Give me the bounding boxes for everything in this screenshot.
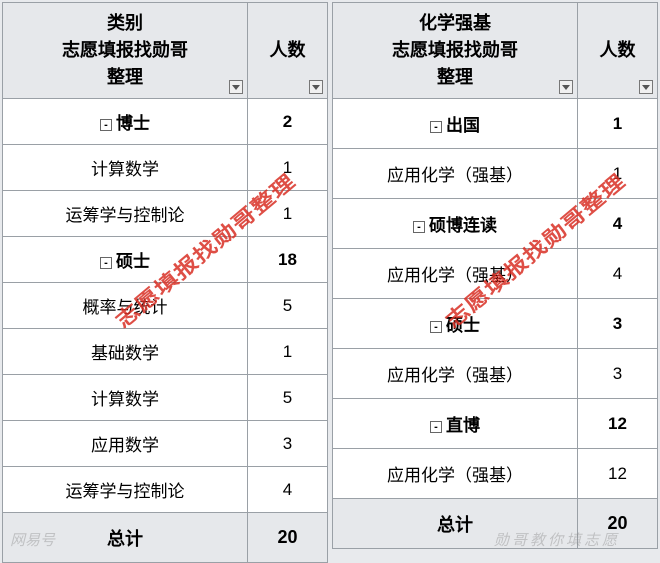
collapse-icon[interactable]: - (100, 119, 112, 131)
filter-icon[interactable] (559, 80, 573, 94)
left-panel: 类别志愿填报找勋哥整理 人数 -博士2计算数学1运筹学与控制论1-硕士18概率与… (2, 2, 328, 556)
row-label: -硕博连读 (333, 199, 578, 249)
row-label: 计算数学 (3, 145, 248, 191)
left-header-count: 人数 (248, 3, 328, 99)
collapse-icon[interactable]: - (430, 321, 442, 333)
row-count: 2 (248, 99, 328, 145)
row-label: 应用数学 (3, 421, 248, 467)
row-label: 基础数学 (3, 329, 248, 375)
table-row: -硕士3 (333, 299, 658, 349)
row-label: 运筹学与控制论 (3, 467, 248, 513)
row-label: -直博 (333, 399, 578, 449)
table-row: 运筹学与控制论4 (3, 467, 328, 513)
row-count: 1 (248, 145, 328, 191)
row-count: 3 (578, 299, 658, 349)
row-label: 概率与统计 (3, 283, 248, 329)
row-count: 1 (578, 99, 658, 149)
table-row: 应用数学3 (3, 421, 328, 467)
table-row: -直博12 (333, 399, 658, 449)
row-count: 5 (248, 375, 328, 421)
row-count: 1 (248, 329, 328, 375)
right-panel: 化学强基志愿填报找勋哥整理 人数 -出国1应用化学（强基）1-硕博连读4应用化学… (332, 2, 658, 556)
row-label: 应用化学（强基） (333, 449, 578, 499)
table-row: 应用化学（强基）4 (333, 249, 658, 299)
row-label: 运筹学与控制论 (3, 191, 248, 237)
header-cat-text: 类别志愿填报找勋哥整理 (62, 13, 188, 87)
left-header-category: 类别志愿填报找勋哥整理 (3, 3, 248, 99)
row-label: 应用化学（强基） (333, 249, 578, 299)
table-row: 概率与统计5 (3, 283, 328, 329)
collapse-icon[interactable]: - (430, 421, 442, 433)
table-row: 应用化学（强基）1 (333, 149, 658, 199)
right-header-count: 人数 (578, 3, 658, 99)
row-count: 3 (248, 421, 328, 467)
footer-source-right: 勋哥教你填志愿 (494, 529, 620, 550)
row-count: 4 (578, 199, 658, 249)
table-row: -硕博连读4 (333, 199, 658, 249)
collapse-icon[interactable]: - (430, 121, 442, 133)
right-header-category: 化学强基志愿填报找勋哥整理 (333, 3, 578, 99)
table-row: 运筹学与控制论1 (3, 191, 328, 237)
left-total-count: 20 (248, 513, 328, 563)
header-cat-text: 化学强基志愿填报找勋哥整理 (392, 13, 518, 87)
filter-icon[interactable] (639, 80, 653, 94)
row-label: -出国 (333, 99, 578, 149)
row-count: 3 (578, 349, 658, 399)
right-table: 化学强基志愿填报找勋哥整理 人数 -出国1应用化学（强基）1-硕博连读4应用化学… (332, 2, 658, 549)
table-row: -博士2 (3, 99, 328, 145)
row-label: 计算数学 (3, 375, 248, 421)
table-row: 计算数学5 (3, 375, 328, 421)
collapse-icon[interactable]: - (100, 257, 112, 269)
row-label: 应用化学（强基） (333, 349, 578, 399)
row-count: 1 (248, 191, 328, 237)
row-label: -硕士 (3, 237, 248, 283)
row-label: -博士 (3, 99, 248, 145)
row-label: 应用化学（强基） (333, 149, 578, 199)
left-rows: -博士2计算数学1运筹学与控制论1-硕士18概率与统计5基础数学1计算数学5应用… (3, 99, 328, 513)
row-count: 18 (248, 237, 328, 283)
row-count: 12 (578, 399, 658, 449)
table-row: -出国1 (333, 99, 658, 149)
table-row: 应用化学（强基）12 (333, 449, 658, 499)
left-table: 类别志愿填报找勋哥整理 人数 -博士2计算数学1运筹学与控制论1-硕士18概率与… (2, 2, 328, 563)
row-count: 1 (578, 149, 658, 199)
row-label: -硕士 (333, 299, 578, 349)
row-count: 12 (578, 449, 658, 499)
table-row: 计算数学1 (3, 145, 328, 191)
filter-icon[interactable] (229, 80, 243, 94)
table-row: 应用化学（强基）3 (333, 349, 658, 399)
right-rows: -出国1应用化学（强基）1-硕博连读4应用化学（强基）4-硕士3应用化学（强基）… (333, 99, 658, 499)
collapse-icon[interactable]: - (413, 221, 425, 233)
filter-icon[interactable] (309, 80, 323, 94)
table-row: -硕士18 (3, 237, 328, 283)
footer-source-left: 网易号 (10, 529, 55, 550)
row-count: 5 (248, 283, 328, 329)
row-count: 4 (578, 249, 658, 299)
row-count: 4 (248, 467, 328, 513)
table-row: 基础数学1 (3, 329, 328, 375)
